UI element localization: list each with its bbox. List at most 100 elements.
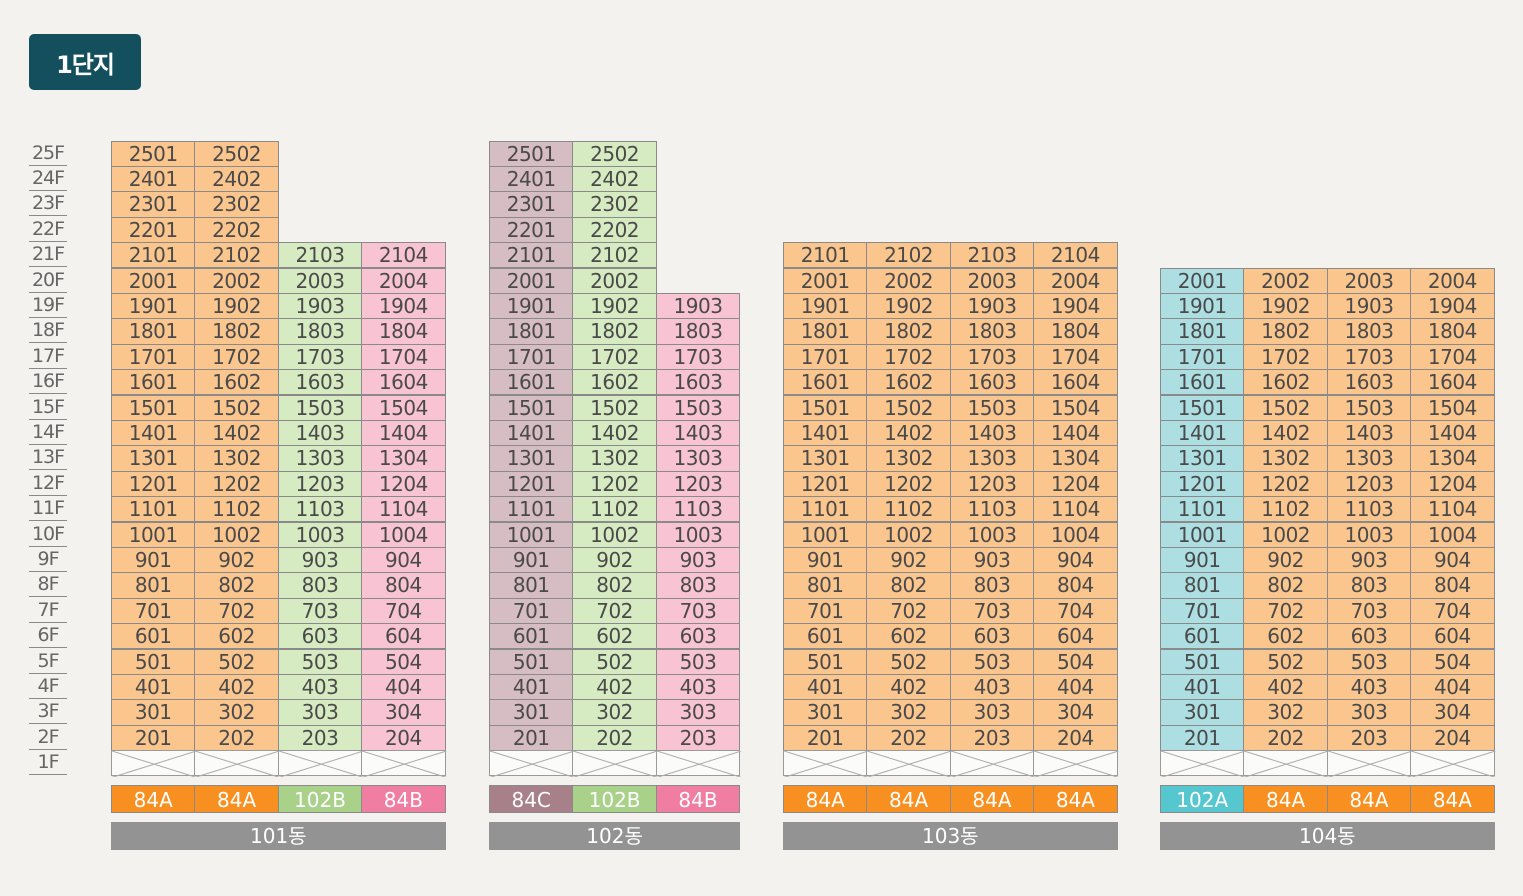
pilotis-cell bbox=[572, 750, 658, 778]
unit-cell: 1203 bbox=[1326, 470, 1412, 498]
unit-type-tag: 84C bbox=[489, 785, 574, 813]
pilotis-cell bbox=[277, 750, 364, 778]
unit-cell: 904 bbox=[1410, 546, 1495, 574]
unit-cell: 1803 bbox=[949, 318, 1035, 345]
unit-cell: 903 bbox=[1326, 546, 1412, 574]
unit-cell: 1201 bbox=[783, 470, 868, 498]
unit-cell: 701 bbox=[489, 597, 574, 625]
unit-cell: 2201 bbox=[489, 216, 574, 244]
unit-cell: 1104 bbox=[361, 496, 446, 523]
unit-cell: 1103 bbox=[1326, 496, 1412, 523]
unit-cell: 2003 bbox=[1326, 267, 1412, 294]
unit-cell: 1603 bbox=[655, 369, 741, 396]
unit-cell: 1401 bbox=[783, 419, 868, 447]
unit-cell: 1001 bbox=[489, 521, 574, 548]
unit-cell: 1703 bbox=[1326, 343, 1412, 371]
unit-cell: 1304 bbox=[1410, 445, 1495, 472]
floor-label: 10F bbox=[29, 522, 67, 547]
unit-type-tag: 84A bbox=[111, 785, 196, 813]
unit-cell: 901 bbox=[489, 546, 574, 574]
unit-cell: 1402 bbox=[1243, 419, 1328, 447]
unit-cell: 503 bbox=[655, 648, 741, 675]
unit-cell: 1002 bbox=[866, 521, 951, 548]
unit-cell: 1501 bbox=[783, 394, 868, 421]
floor-label: 9F bbox=[29, 547, 67, 572]
unit-cell: 303 bbox=[949, 699, 1035, 726]
unit-cell: 2101 bbox=[489, 242, 574, 269]
unit-cell: 902 bbox=[572, 546, 657, 574]
pilotis-cell bbox=[1033, 750, 1119, 778]
unit-cell: 2302 bbox=[572, 191, 657, 218]
unit-cell: 204 bbox=[1410, 724, 1495, 752]
unit-cell: 1904 bbox=[361, 292, 446, 320]
unit-cell: 1301 bbox=[489, 445, 574, 472]
unit-cell: 601 bbox=[783, 623, 868, 650]
unit-cell: 1202 bbox=[572, 470, 657, 498]
unit-cell: 503 bbox=[277, 648, 363, 675]
unit-cell: 304 bbox=[1033, 699, 1118, 726]
unit-cell: 1004 bbox=[1410, 521, 1495, 548]
unit-cell: 802 bbox=[572, 572, 657, 599]
unit-cell: 601 bbox=[1160, 623, 1245, 650]
unit-cell: 2003 bbox=[949, 267, 1035, 294]
unit-cell: 2102 bbox=[866, 242, 951, 269]
pilotis-cell bbox=[1243, 750, 1329, 778]
unit-cell: 204 bbox=[361, 724, 446, 752]
unit-cell: 1602 bbox=[572, 369, 657, 396]
unit-cell: 1902 bbox=[1243, 292, 1328, 320]
unit-type-tag: 84A bbox=[1410, 785, 1495, 813]
unit-cell: 1802 bbox=[194, 318, 279, 345]
unit-cell: 403 bbox=[655, 673, 741, 701]
unit-cell: 1803 bbox=[1326, 318, 1412, 345]
unit-cell: 202 bbox=[1243, 724, 1328, 752]
unit-cell: 202 bbox=[194, 724, 279, 752]
unit-type-tag: 84A bbox=[194, 785, 279, 813]
unit-cell: 1204 bbox=[361, 470, 446, 498]
unit-cell: 1202 bbox=[194, 470, 279, 498]
unit-cell: 1302 bbox=[1243, 445, 1328, 472]
unit-cell: 903 bbox=[949, 546, 1035, 574]
unit-cell: 902 bbox=[194, 546, 279, 574]
pilotis-cell bbox=[111, 750, 197, 778]
unit-cell: 2302 bbox=[194, 191, 279, 218]
unit-cell: 2001 bbox=[783, 267, 868, 294]
unit-cell: 1101 bbox=[783, 496, 868, 523]
floor-label: 24F bbox=[29, 166, 67, 191]
unit-cell: 1403 bbox=[655, 419, 741, 447]
unit-cell: 1901 bbox=[1160, 292, 1245, 320]
unit-cell: 1803 bbox=[655, 318, 741, 345]
unit-cell: 402 bbox=[1243, 673, 1328, 701]
unit-cell: 1201 bbox=[489, 470, 574, 498]
unit-cell: 1102 bbox=[866, 496, 951, 523]
unit-cell: 1401 bbox=[111, 419, 196, 447]
unit-cell: 404 bbox=[1410, 673, 1495, 701]
unit-cell: 302 bbox=[572, 699, 657, 726]
unit-cell: 1502 bbox=[194, 394, 279, 421]
unit-cell: 1303 bbox=[277, 445, 363, 472]
unit-cell: 2001 bbox=[1160, 267, 1245, 294]
unit-cell: 604 bbox=[1033, 623, 1118, 650]
unit-cell: 1502 bbox=[1243, 394, 1328, 421]
unit-cell: 1903 bbox=[277, 292, 363, 320]
unit-cell: 302 bbox=[194, 699, 279, 726]
unit-cell: 701 bbox=[783, 597, 868, 625]
unit-cell: 704 bbox=[1033, 597, 1118, 625]
unit-cell: 1002 bbox=[572, 521, 657, 548]
unit-cell: 502 bbox=[194, 648, 279, 675]
unit-cell: 2102 bbox=[572, 242, 657, 269]
unit-cell: 202 bbox=[866, 724, 951, 752]
unit-cell: 1303 bbox=[655, 445, 741, 472]
unit-cell: 401 bbox=[1160, 673, 1245, 701]
unit-cell: 1103 bbox=[949, 496, 1035, 523]
pilotis-cell bbox=[783, 750, 869, 778]
unit-cell: 1104 bbox=[1410, 496, 1495, 523]
unit-cell: 2004 bbox=[1033, 267, 1118, 294]
unit-cell: 602 bbox=[194, 623, 279, 650]
unit-cell: 301 bbox=[783, 699, 868, 726]
floor-label: 8F bbox=[29, 572, 67, 598]
unit-cell: 2004 bbox=[1410, 267, 1495, 294]
unit-cell: 1404 bbox=[1410, 419, 1495, 447]
unit-cell: 1902 bbox=[866, 292, 951, 320]
unit-cell: 2103 bbox=[949, 242, 1035, 269]
unit-cell: 1302 bbox=[572, 445, 657, 472]
